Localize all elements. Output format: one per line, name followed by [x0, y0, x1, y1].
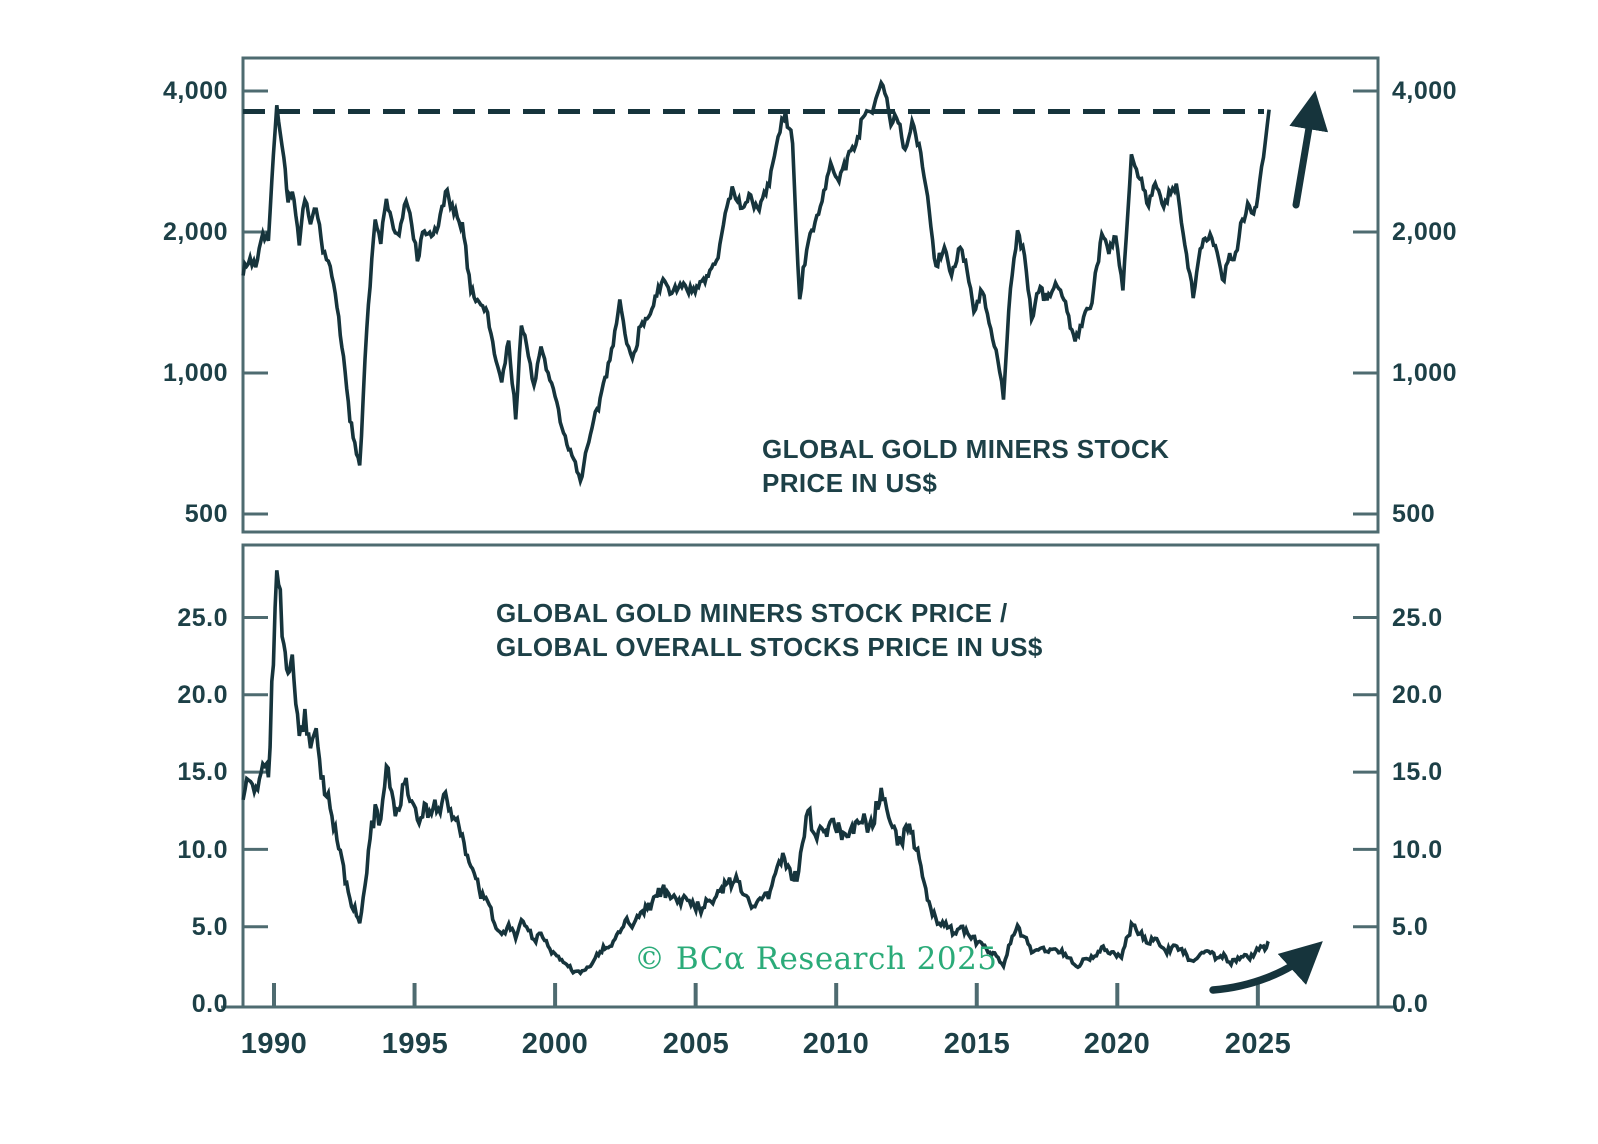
y-axis-label: 10.0 — [177, 836, 228, 864]
y-axis-label: 25.0 — [1392, 604, 1443, 632]
y-axis-label: 5.0 — [191, 913, 228, 941]
y-axis-label: 10.0 — [1392, 836, 1443, 864]
y-axis-label: 25.0 — [177, 604, 228, 632]
y-axis-label: 15.0 — [1392, 758, 1443, 786]
bottom-chart-title-line1: GLOBAL GOLD MINERS STOCK PRICE / — [496, 598, 1008, 628]
top-chart-title: GLOBAL GOLD MINERS STOCK PRICE IN US$ — [762, 432, 1169, 500]
data-series — [241, 78, 1271, 977]
y-axis-label: 20.0 — [177, 681, 228, 709]
y-axis-label: 5.0 — [1392, 913, 1429, 941]
x-axis-label: 2010 — [802, 1028, 870, 1060]
x-axis-label: 2015 — [943, 1028, 1011, 1060]
y-axis-label: 1,000 — [162, 359, 228, 387]
up-arrow-icon — [1289, 90, 1329, 209]
x-axis-label: 1990 — [240, 1028, 308, 1060]
curved-up-arrow-icon — [1209, 941, 1323, 994]
watermark: © BCα Research 2025 — [634, 941, 998, 977]
axes — [221, 56, 1397, 1009]
x-axis-label: 2020 — [1083, 1028, 1151, 1060]
y-axis-label: 4,000 — [162, 77, 228, 105]
gold-miners-price-line — [241, 78, 1271, 488]
x-axis-label: 2025 — [1224, 1028, 1292, 1060]
y-axis-label: 1,000 — [1392, 359, 1458, 387]
x-axis-label: 1995 — [381, 1028, 449, 1060]
y-axis-label: 0.0 — [1392, 990, 1429, 1018]
y-axis-label: 20.0 — [1392, 681, 1443, 709]
bottom-chart-title: GLOBAL GOLD MINERS STOCK PRICE / GLOBAL … — [496, 596, 1043, 664]
annotations — [243, 90, 1329, 994]
y-axis-label: 15.0 — [177, 758, 228, 786]
y-axis-label: 2,000 — [1392, 218, 1458, 246]
y-axis-label: 500 — [1392, 500, 1436, 528]
bottom-chart-title-line2: GLOBAL OVERALL STOCKS PRICE IN US$ — [496, 632, 1043, 662]
y-axis-label: 2,000 — [162, 218, 228, 246]
top-chart-title-line2: PRICE IN US$ — [762, 468, 938, 498]
tick-marks — [243, 89, 1378, 1007]
x-axis-label: 2005 — [662, 1028, 730, 1060]
y-axis-label: 4,000 — [1392, 77, 1458, 105]
x-axis-label: 2000 — [521, 1028, 589, 1060]
y-axis-label: 0.0 — [191, 990, 228, 1018]
top-panel-border — [241, 56, 1380, 534]
y-axis-label: 500 — [184, 500, 228, 528]
miners-to-stocks-ratio-line — [241, 570, 1270, 977]
top-chart-title-line1: GLOBAL GOLD MINERS STOCK — [762, 434, 1170, 464]
